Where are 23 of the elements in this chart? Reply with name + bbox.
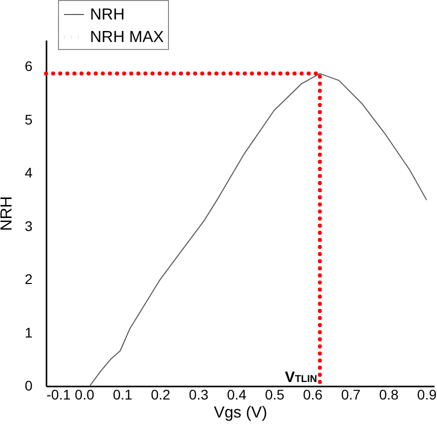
x-tick-label: 0.3 xyxy=(188,386,209,402)
line-series xyxy=(89,73,427,386)
x-tick-label: 0.7 xyxy=(341,386,361,402)
legend-label: NRH xyxy=(90,6,125,24)
x-tick-label: -0.1 xyxy=(46,386,71,402)
y-axis-title: NRH xyxy=(0,196,16,231)
x-tick-label: 0.8 xyxy=(379,386,399,402)
x-axis-title: Vgs (V) xyxy=(214,404,268,422)
y-tick-label: 2 xyxy=(24,271,33,288)
y-tick-label: 5 xyxy=(24,111,33,128)
x-tick-label: 0.9 xyxy=(417,386,437,402)
y-tick-label: 6 xyxy=(24,58,33,74)
legend-label: NRH MAX xyxy=(90,29,164,46)
y-tick-label: 0 xyxy=(24,378,33,394)
x-tick-label: 0.1 xyxy=(112,386,133,402)
y-tick-label: 3 xyxy=(24,218,33,234)
x-tick-label: 0.5 xyxy=(265,386,285,402)
x-tick-label: 0.2 xyxy=(150,386,171,402)
x-tick-label: 0.0 xyxy=(74,386,94,402)
y-tick-label: 1 xyxy=(24,324,33,340)
y-tick-label: 4 xyxy=(24,164,33,181)
x-tick-label: 0.4 xyxy=(226,386,247,402)
x-tick-label: 0.6 xyxy=(303,386,323,402)
